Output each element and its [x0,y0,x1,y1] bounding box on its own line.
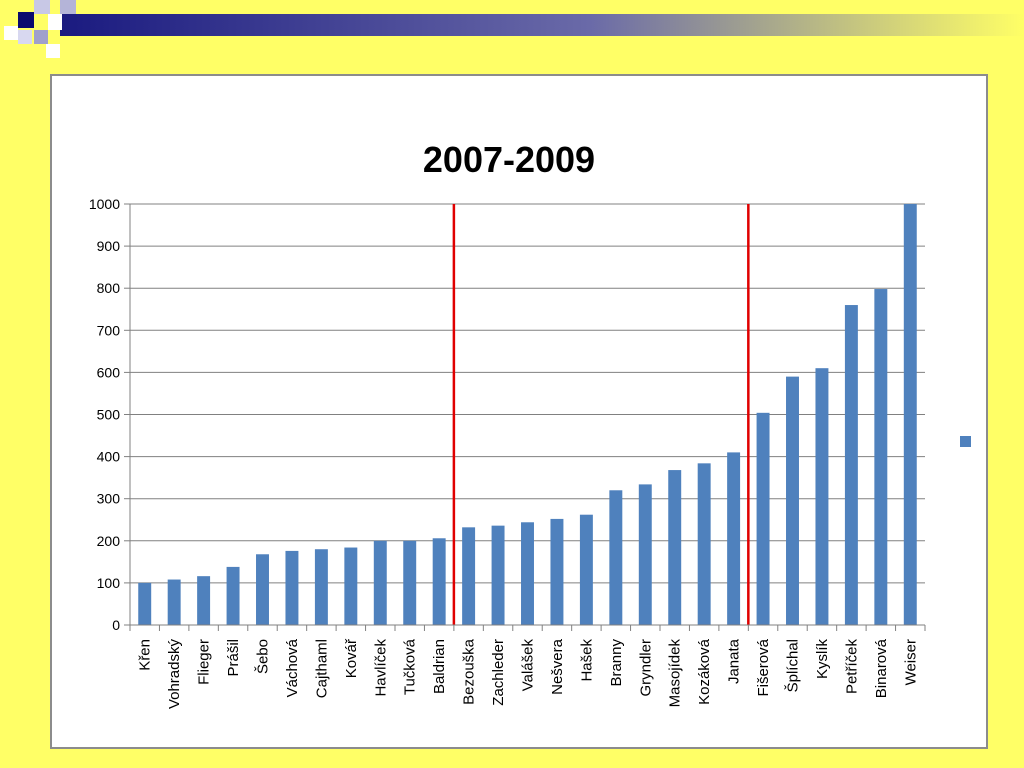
bar [638,484,652,625]
y-axis-ticks: 0 100 200 300 400 500 600 700 800 900 1000 [89,196,130,633]
y-tick-label: 100 [97,575,121,591]
x-tick-label: Fišerová [755,638,772,696]
x-tick-label: Kozáková [696,638,713,705]
x-tick-label: Křen [137,639,154,671]
deco-square [48,14,62,30]
x-tick-label: Baldrian [431,639,448,694]
bar [609,490,623,625]
bar [579,514,593,625]
deco-square [4,26,18,40]
bar-chart: 2007-2009 0 100 200 300 400 500 600 700 800 900 10… [89,139,971,710]
deco-square [46,44,60,58]
x-tick-label: Tučková [402,638,419,695]
bar [256,554,269,625]
y-tick-label: 0 [112,617,120,633]
corner-decoration [4,0,1024,58]
x-tick-label: Vohradský [166,639,183,710]
deco-square [34,0,50,14]
x-tick-label: Flieger [196,639,213,685]
bar [786,376,799,625]
y-tick-label: 900 [97,238,121,254]
y-tick-label: 200 [97,533,121,549]
x-tick-label: Valášek [520,639,537,692]
bar [314,549,328,625]
bar [521,522,534,625]
x-tick-label: Nešvera [549,638,566,695]
y-tick-label: 500 [97,407,121,423]
x-tick-label: Kovář [343,638,360,678]
bar [815,368,829,625]
x-tick-label: Petříček [843,639,860,695]
x-tick-label: Gryndler [637,639,654,697]
bar [167,579,181,625]
bar [844,305,858,625]
deco-square [34,30,48,44]
bar [874,289,888,625]
x-tick-label: Hašek [578,639,595,682]
y-tick-label: 300 [97,491,121,507]
x-tick-label: Zachleder [490,639,507,706]
x-tick-label: Janata [726,638,743,684]
bar [903,204,917,625]
bar [491,525,505,625]
bar [697,463,711,625]
deco-square [60,0,76,14]
bars [138,204,917,625]
x-tick-label: Masojídek [667,639,684,708]
bar [727,452,741,625]
deco-square [18,30,32,44]
header-gradient-band [60,14,1024,36]
x-tick-label: Kyslík [814,639,831,680]
legend-swatch [960,436,971,447]
vertical-markers [452,204,750,625]
y-tick-label: 700 [97,322,121,338]
chart-frame: 2007-2009 0 100 200 300 400 500 600 700 800 900 10… [50,74,988,749]
bar [432,538,446,625]
x-tick-label: Branny [608,639,625,687]
bar [550,518,564,625]
bar [373,540,387,625]
x-axis-ticks: Křen Vohradský Flieger Prášil Šebo Váchová Caj… [129,625,926,710]
grid-lines [130,203,925,584]
bar [285,550,299,625]
bar [462,527,476,625]
x-tick-label: Váchová [284,638,301,697]
x-tick-label: Šebo [255,639,272,674]
x-tick-label: Šplíchal [785,639,802,692]
bar [226,566,240,625]
chart-title: 2007-2009 [423,139,595,180]
x-tick-label: Bezouška [461,638,478,705]
bar [344,547,358,625]
y-tick-label: 1000 [89,196,120,212]
bar [403,540,417,625]
deco-square [18,12,34,28]
bar [756,412,770,625]
y-tick-label: 600 [97,364,121,380]
x-tick-label: Havlíček [372,639,389,697]
x-tick-label: Prášil [225,639,242,677]
bar [668,470,682,625]
x-tick-label: Weiser [902,639,919,685]
y-tick-label: 400 [97,449,121,465]
x-tick-label: Cajthaml [313,639,330,698]
bar [197,576,211,625]
bar [138,582,152,625]
y-tick-label: 800 [97,280,121,296]
x-tick-label: Binarová [873,638,890,698]
